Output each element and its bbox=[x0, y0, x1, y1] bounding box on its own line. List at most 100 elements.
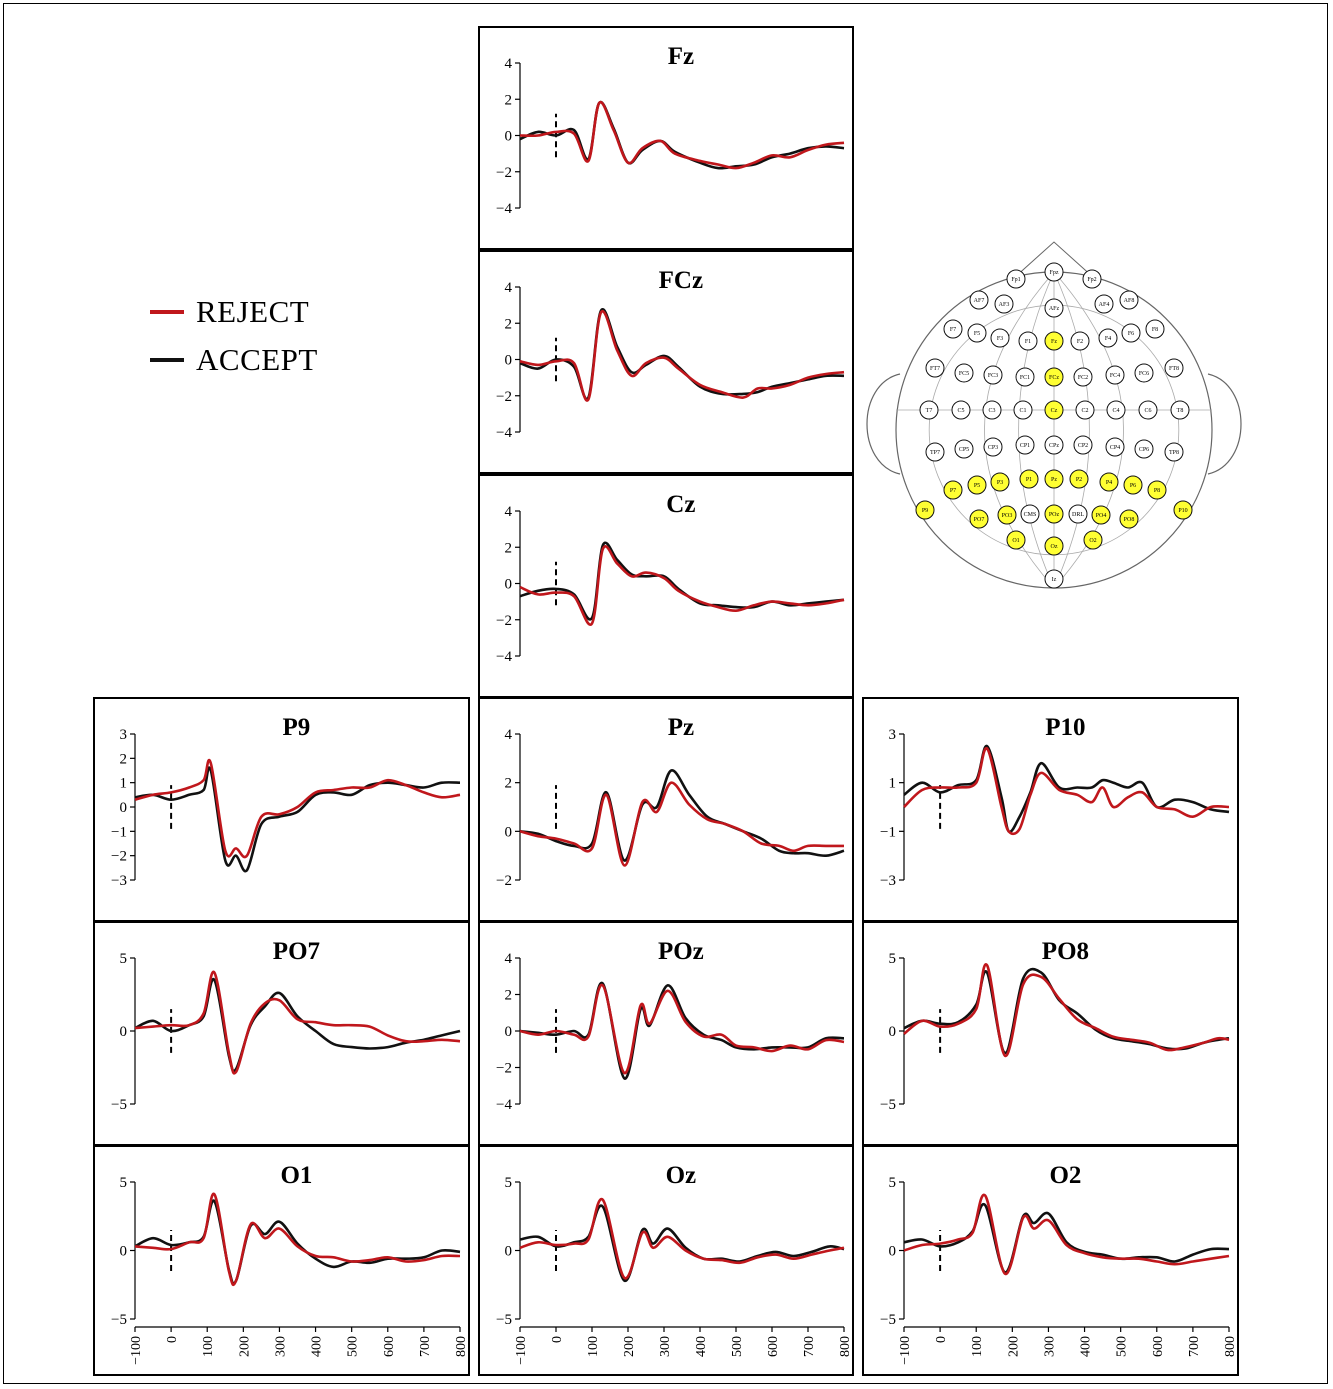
electrode-af4: AF4 bbox=[1094, 294, 1114, 314]
series-line-accept bbox=[519, 1204, 845, 1282]
electrode-label: P6 bbox=[1130, 483, 1136, 489]
panel-title: PO7 bbox=[273, 938, 320, 965]
electrode-fc5: FC5 bbox=[954, 363, 974, 383]
electrode-label: P1 bbox=[1026, 477, 1032, 483]
electrode-f5: F5 bbox=[967, 323, 987, 343]
electrode-cp6: CP6 bbox=[1134, 439, 1154, 459]
electrode-marker bbox=[1121, 323, 1141, 343]
electrode-marker bbox=[1098, 328, 1118, 348]
electrode-label: PO4 bbox=[1096, 513, 1107, 519]
y-tick-label: 1 bbox=[889, 776, 897, 792]
series-line-reject bbox=[903, 1193, 1230, 1276]
electrode-marker bbox=[1044, 262, 1064, 282]
electrode-fc4: FC4 bbox=[1105, 365, 1125, 385]
electrode-marker bbox=[1018, 331, 1038, 351]
electrode-c5: C5 bbox=[951, 400, 971, 420]
series-line-reject bbox=[134, 1192, 461, 1287]
series-line-reject bbox=[519, 983, 845, 1075]
electrode-marker bbox=[1070, 331, 1090, 351]
y-tick-label: 0 bbox=[889, 1244, 897, 1260]
electrode-marker bbox=[1119, 290, 1139, 310]
series-line-accept bbox=[519, 981, 845, 1080]
electrode-c6: C6 bbox=[1138, 400, 1158, 420]
panel-title: O1 bbox=[280, 1162, 312, 1189]
y-tick-label: 0 bbox=[505, 1244, 513, 1260]
electrode-label: C3 bbox=[988, 408, 995, 414]
electrode-ft7: FT7 bbox=[925, 358, 945, 378]
electrode-label: TP8 bbox=[1169, 450, 1179, 456]
series-line-reject bbox=[903, 963, 1230, 1058]
electrode-label: FC6 bbox=[1139, 371, 1149, 377]
electrode-label: CP3 bbox=[988, 445, 998, 451]
electrode-cp2: CP2 bbox=[1073, 435, 1093, 455]
electrode-t8: T8 bbox=[1170, 400, 1190, 420]
erp-chart-po7: 5 0 −5 PO7 bbox=[111, 938, 461, 1113]
legend-swatch-reject bbox=[150, 310, 184, 314]
electrode-marker bbox=[925, 358, 945, 378]
electrode-p5: P5 bbox=[967, 475, 987, 495]
electrode-marker bbox=[1044, 536, 1064, 556]
electrode-marker bbox=[1015, 367, 1035, 387]
electrode-marker bbox=[925, 442, 945, 462]
electrode-marker bbox=[967, 323, 987, 343]
electrode-f2: F2 bbox=[1070, 331, 1090, 351]
electrode-marker bbox=[1099, 472, 1119, 492]
electrode-label: Fpz bbox=[1050, 270, 1059, 276]
erp-chart-po8: 5 0 −5 PO8 bbox=[880, 938, 1230, 1113]
electrode-marker bbox=[990, 328, 1010, 348]
electrode-label: FC1 bbox=[1020, 375, 1030, 381]
y-tick-label: −5 bbox=[880, 1312, 896, 1328]
electrode-p3: P3 bbox=[990, 472, 1010, 492]
electrode-p1: P1 bbox=[1019, 469, 1039, 489]
x-tick-label: 0 bbox=[934, 1336, 949, 1343]
erp-chart-pz: 4 2 0 −2 Pz bbox=[496, 714, 845, 889]
electrode-marker bbox=[1075, 400, 1095, 420]
electrode-label: FT7 bbox=[930, 366, 940, 372]
y-tick-label: −4 bbox=[496, 1097, 512, 1113]
electrode-c4: C4 bbox=[1106, 400, 1126, 420]
erp-chart-oz: 5 0 −5−100 0 100 200 300 400 500 600 700 800 Oz bbox=[496, 1162, 852, 1365]
x-tick-label: 800 bbox=[454, 1336, 468, 1357]
electrode-marker bbox=[1147, 480, 1167, 500]
x-tick-label: 700 bbox=[802, 1336, 817, 1357]
y-tick-label: 0 bbox=[889, 1024, 897, 1040]
x-tick-label: 600 bbox=[766, 1336, 781, 1357]
electrode-c2: C2 bbox=[1075, 400, 1095, 420]
electrode-label: POz bbox=[1049, 512, 1060, 518]
y-tick-label: −5 bbox=[111, 1312, 127, 1328]
y-tick-label: 5 bbox=[889, 1175, 897, 1191]
electrode-label: T7 bbox=[926, 408, 933, 414]
y-tick-label: −2 bbox=[496, 873, 512, 889]
left-ear-outline bbox=[866, 373, 901, 475]
electrode-p9: P9 bbox=[915, 500, 935, 520]
x-tick-label: 200 bbox=[1006, 1336, 1021, 1357]
erp-chart-p9: 3 2 1 0 −1 −2 −3 P9 bbox=[111, 714, 461, 889]
y-tick-label: 5 bbox=[120, 951, 128, 967]
nose-outline bbox=[1013, 241, 1095, 279]
electrode-label: P2 bbox=[1076, 477, 1082, 483]
electrode-marker bbox=[954, 363, 974, 383]
electrode-marker bbox=[1091, 505, 1111, 525]
electrode-poz: POz bbox=[1044, 504, 1064, 524]
electrode-label: F7 bbox=[950, 327, 956, 333]
electrode-fcz: FCz bbox=[1044, 367, 1064, 387]
series-line-reject bbox=[519, 781, 844, 867]
electrode-marker bbox=[1020, 504, 1040, 524]
panel-fz: 4 2 0 −2 −4 Fz bbox=[478, 26, 854, 250]
electrode-fz: Fz bbox=[1044, 331, 1064, 351]
electrode-label: PO3 bbox=[1002, 513, 1013, 519]
electrode-fp2: Fp2 bbox=[1082, 269, 1102, 289]
electrode-label: AF8 bbox=[1124, 298, 1135, 304]
electrode-p6: P6 bbox=[1123, 475, 1143, 495]
electrode-marker bbox=[1106, 400, 1126, 420]
electrode-label: T8 bbox=[1177, 408, 1184, 414]
electrode-label: F5 bbox=[974, 331, 980, 337]
panel-po8: 5 0 −5 PO8 bbox=[862, 921, 1239, 1146]
y-tick-label: 2 bbox=[505, 540, 513, 556]
electrode-marker bbox=[990, 472, 1010, 492]
panel-title: FCz bbox=[659, 267, 703, 294]
electrode-label: Cz bbox=[1051, 408, 1058, 414]
erp-chart-poz: 4 2 0 −2 −4 POz bbox=[496, 938, 845, 1113]
electrode-marker bbox=[997, 505, 1017, 525]
electrode-label: F1 bbox=[1025, 339, 1031, 345]
